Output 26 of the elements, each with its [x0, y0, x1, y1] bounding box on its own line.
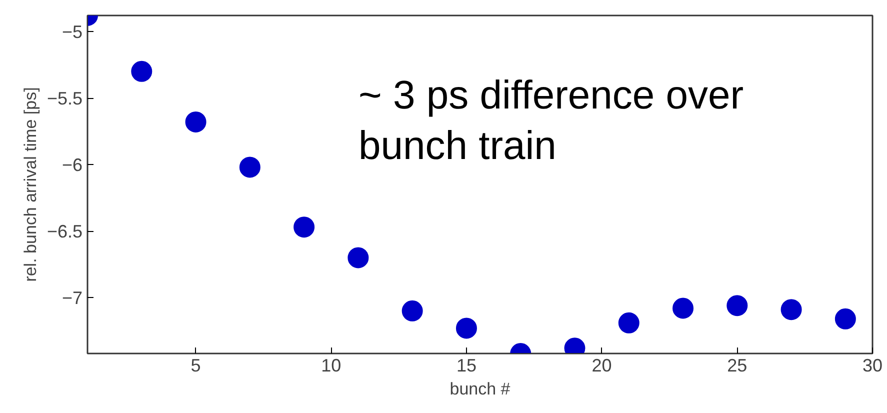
point — [294, 216, 315, 238]
y-axis-title: rel. bunch arrival time [ps] — [20, 87, 40, 282]
point — [185, 111, 206, 132]
point — [672, 298, 694, 319]
y-tick-label: −7 — [62, 288, 83, 308]
x-tick-label: 20 — [592, 356, 612, 376]
y-tick-label: −6 — [62, 155, 83, 176]
point — [402, 300, 423, 322]
point — [726, 295, 748, 316]
x-axis-title: bunch # — [450, 380, 511, 398]
y-tick-label: −5 — [62, 22, 83, 42]
point — [834, 308, 856, 330]
point — [131, 60, 152, 82]
point — [239, 156, 260, 178]
point — [456, 318, 477, 339]
x-tick-label: 30 — [862, 356, 883, 376]
x-tick-label: 5 — [190, 356, 201, 376]
x-tick-label: 10 — [321, 356, 342, 376]
y-tick-label: −6.5 — [46, 222, 83, 242]
point — [348, 247, 369, 268]
point — [780, 299, 802, 320]
y-tick-label: −5.5 — [46, 88, 83, 109]
x-tick-label: 15 — [456, 356, 476, 376]
point — [618, 312, 640, 334]
x-tick-label: 25 — [727, 356, 748, 376]
annotation: ~ 3 ps difference over bunch train — [358, 74, 744, 168]
